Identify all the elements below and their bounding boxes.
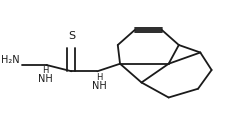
Text: S: S bbox=[68, 31, 75, 41]
Text: NH: NH bbox=[38, 74, 53, 84]
Text: H: H bbox=[42, 66, 49, 75]
Text: NH: NH bbox=[92, 81, 107, 91]
Text: H: H bbox=[96, 72, 103, 82]
Text: H₂N: H₂N bbox=[1, 55, 20, 65]
